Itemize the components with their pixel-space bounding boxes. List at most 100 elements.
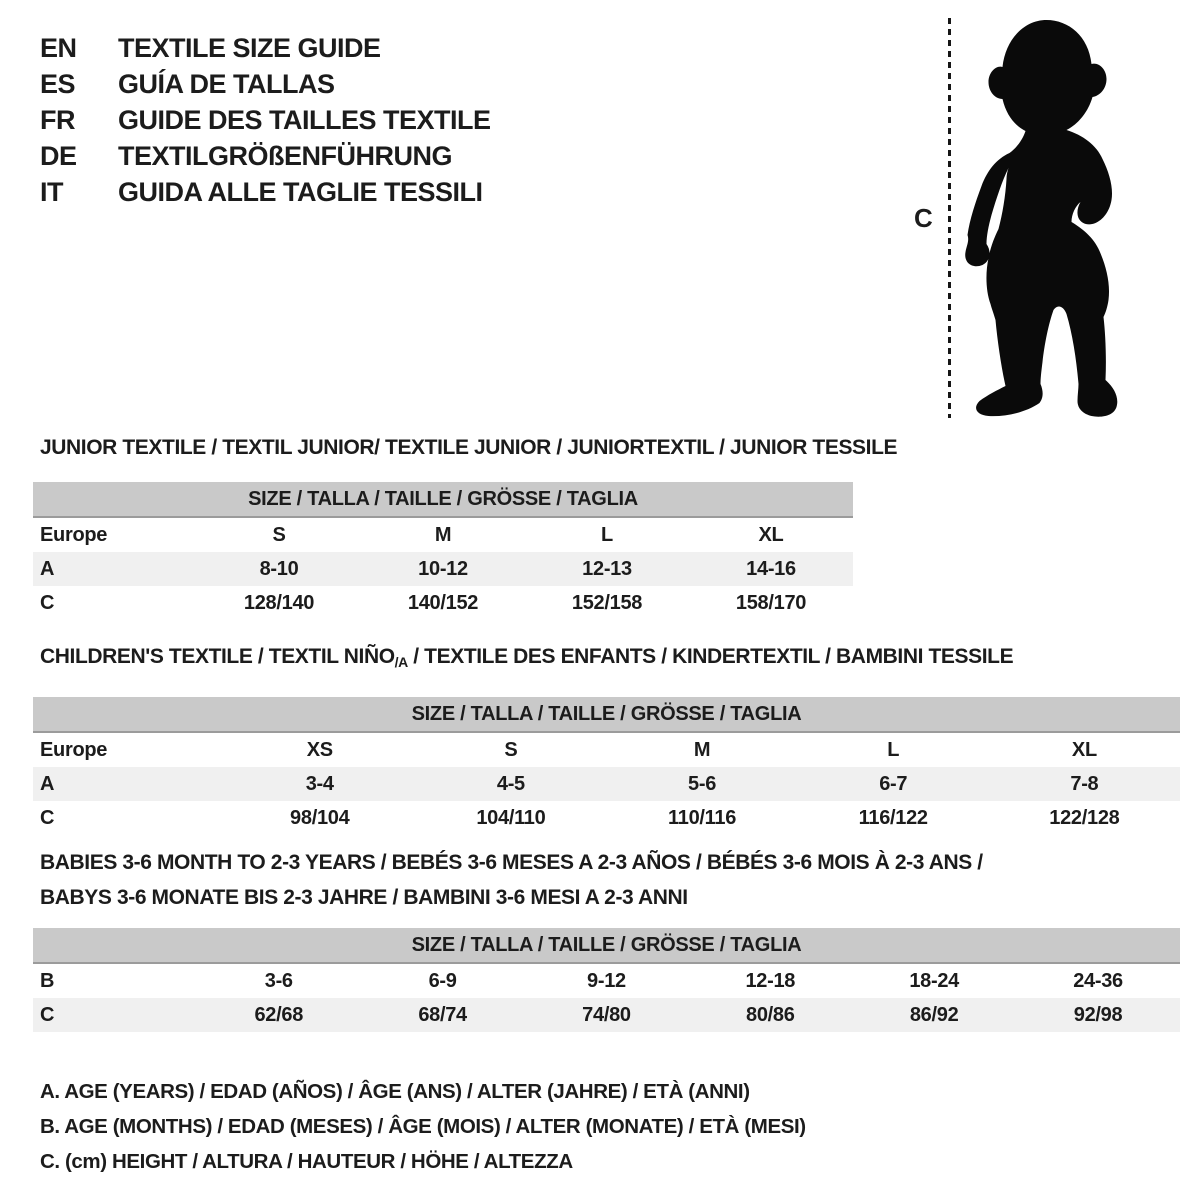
toddler-silhouette-icon <box>965 20 1118 417</box>
section-babies: BABIES 3-6 MONTH TO 2-3 YEARS / BEBÉS 3-… <box>33 845 1180 1032</box>
language-code: DE <box>40 141 77 171</box>
value-cell: 7-8 <box>988 767 1180 801</box>
section-title: JUNIOR TEXTILE / TEXTIL JUNIOR/ TEXTILE … <box>40 436 898 459</box>
value-cell: 24-36 <box>1073 969 1123 992</box>
section-title-subscript: /A <box>394 654 409 670</box>
size-header-cell: SIZE / TALLA / TAILLE / GRÖSSE / TAGLIA <box>33 928 1180 964</box>
language-row: DE TEXTILGRÖßENFÜHRUNG <box>40 138 491 174</box>
value-cell: 68/74 <box>360 998 525 1032</box>
size-header-row: SIZE / TALLA / TAILLE / GRÖSSE / TAGLIA <box>33 928 1180 964</box>
value-cell: 62/68 <box>196 998 361 1032</box>
table-row: C 62/68 68/74 74/80 80/86 86/92 92/98 <box>33 998 1180 1032</box>
value-cell: 80/86 <box>688 998 853 1032</box>
table-row: A 8-10 10-12 12-13 14-16 <box>33 552 853 586</box>
language-title: TEXTILGRÖßENFÜHRUNG <box>118 141 453 171</box>
value-cell: 140/152 <box>407 591 479 614</box>
language-row: EN TEXTILE SIZE GUIDE <box>40 30 491 66</box>
table-row: C 128/140 140/152 152/158 158/170 <box>33 586 853 620</box>
table-row: C 98/104 104/110 110/116 116/122 122/128 <box>33 801 1180 835</box>
value-cell: 10-12 <box>361 552 525 586</box>
value-cell: 6-9 <box>428 969 457 992</box>
section-title-text: BABYS 3-6 MONATE BIS 2-3 JAHRE / BAMBINI… <box>40 886 688 909</box>
value-cell: 152/158 <box>571 591 643 614</box>
value-cell: S <box>504 738 518 761</box>
language-title: GUIDA ALLE TAGLIE TESSILI <box>118 177 483 207</box>
value-cell: XS <box>306 738 333 761</box>
section-title-text: JUNIOR TEXTILE / TEXTIL JUNIOR/ TEXTILE … <box>40 436 898 459</box>
value-cell: 92/98 <box>1016 998 1180 1032</box>
value-cell: 18-24 <box>909 969 959 992</box>
value-cell: 14-16 <box>689 552 853 586</box>
language-row: FR GUIDE DES TAILLES TEXTILE <box>40 102 491 138</box>
value-cell: 4-5 <box>415 767 607 801</box>
row-label: C <box>40 806 55 829</box>
value-cell: 122/128 <box>1049 806 1120 829</box>
language-code: EN <box>40 33 77 63</box>
note-line: B. AGE (MONTHS) / EDAD (MESES) / ÂGE (MO… <box>40 1115 806 1138</box>
value-cell: 8-10 <box>197 552 361 586</box>
value-cell: 5-6 <box>606 767 798 801</box>
table-row: B 3-6 6-9 9-12 12-18 18-24 24-36 <box>33 963 1180 998</box>
value-cell: 110/116 <box>668 806 737 829</box>
size-table: SIZE / TALLA / TAILLE / GRÖSSE / TAGLIA E… <box>33 482 853 620</box>
value-cell: 3-4 <box>224 767 416 801</box>
size-header-cell: SIZE / TALLA / TAILLE / GRÖSSE / TAGLIA <box>33 482 853 518</box>
value-cell: L <box>601 523 613 546</box>
value-cell: XL <box>1071 738 1097 761</box>
size-header-row: SIZE / TALLA / TAILLE / GRÖSSE / TAGLIA <box>33 697 1180 733</box>
section-title-text: BABIES 3-6 MONTH TO 2-3 YEARS / BEBÉS 3-… <box>40 851 983 874</box>
section-title-text: / TEXTILE DES ENFANTS / KINDERTEXTIL / B… <box>407 645 1014 668</box>
row-label: C <box>40 591 55 614</box>
section-title: CHILDREN'S TEXTILE / TEXTIL NIÑO/A / TEX… <box>40 645 1180 674</box>
value-cell: 6-7 <box>797 767 989 801</box>
value-cell: 9-12 <box>587 969 626 992</box>
value-cell: 158/170 <box>735 591 807 614</box>
value-cell: 116/122 <box>858 806 928 829</box>
language-code: IT <box>40 177 64 207</box>
row-label: A <box>33 552 197 586</box>
value-cell: M <box>693 738 711 761</box>
size-header-cell: SIZE / TALLA / TAILLE / GRÖSSE / TAGLIA <box>33 697 1180 733</box>
value-cell: 98/104 <box>290 806 350 829</box>
table-row: A 3-4 4-5 5-6 6-7 7-8 <box>33 767 1180 801</box>
row-label: Europe <box>40 523 108 546</box>
language-code: FR <box>40 105 76 135</box>
height-figure: C <box>900 0 1180 430</box>
height-measure-label: C <box>914 203 933 233</box>
table-row: Europe S M L XL <box>33 517 853 552</box>
table-row: Europe XS S M L XL <box>33 732 1180 767</box>
value-cell: 104/110 <box>476 806 546 829</box>
language-title: TEXTILE SIZE GUIDE <box>118 33 381 63</box>
size-header-row: SIZE / TALLA / TAILLE / GRÖSSE / TAGLIA <box>33 482 853 518</box>
value-cell: XL <box>758 523 784 546</box>
value-cell: 74/80 <box>524 998 689 1032</box>
note-line: C. (cm) HEIGHT / ALTURA / HAUTEUR / HÖHE… <box>40 1150 573 1173</box>
value-cell: 86/92 <box>852 998 1017 1032</box>
language-row: IT GUIDA ALLE TAGLIE TESSILI <box>40 174 491 210</box>
language-title: GUIDE DES TAILLES TEXTILE <box>118 105 491 135</box>
value-cell: 3-6 <box>264 969 293 992</box>
note-line: A. AGE (YEARS) / EDAD (AÑOS) / ÂGE (ANS)… <box>40 1080 750 1103</box>
value-cell: S <box>272 523 286 546</box>
section-title: BABIES 3-6 MONTH TO 2-3 YEARS / BEBÉS 3-… <box>40 845 1180 915</box>
language-code: ES <box>40 69 76 99</box>
height-measure-line <box>948 18 951 418</box>
section-children: CHILDREN'S TEXTILE / TEXTIL NIÑO/A / TEX… <box>33 645 1180 835</box>
row-label: C <box>33 998 197 1032</box>
value-cell: L <box>887 738 900 761</box>
size-table: SIZE / TALLA / TAILLE / GRÖSSE / TAGLIA E… <box>33 697 1180 835</box>
section-junior: JUNIOR TEXTILE / TEXTIL JUNIOR/ TEXTILE … <box>33 436 898 620</box>
language-title: GUÍA DE TALLAS <box>118 69 335 99</box>
section-title-text: CHILDREN'S TEXTILE / TEXTIL NIÑO <box>40 645 395 668</box>
value-cell: 12-18 <box>745 969 796 992</box>
row-label: B <box>40 969 55 992</box>
value-cell: 128/140 <box>243 591 315 614</box>
size-table: SIZE / TALLA / TAILLE / GRÖSSE / TAGLIA B… <box>33 928 1180 1032</box>
row-label: A <box>33 767 225 801</box>
row-label: Europe <box>40 738 108 761</box>
language-title-list: EN TEXTILE SIZE GUIDE ES GUÍA DE TALLAS FR GU… <box>40 30 491 210</box>
value-cell: 12-13 <box>525 552 689 586</box>
value-cell: M <box>434 523 452 546</box>
footer-notes: A. AGE (YEARS) / EDAD (AÑOS) / ÂGE (ANS)… <box>40 1074 806 1179</box>
